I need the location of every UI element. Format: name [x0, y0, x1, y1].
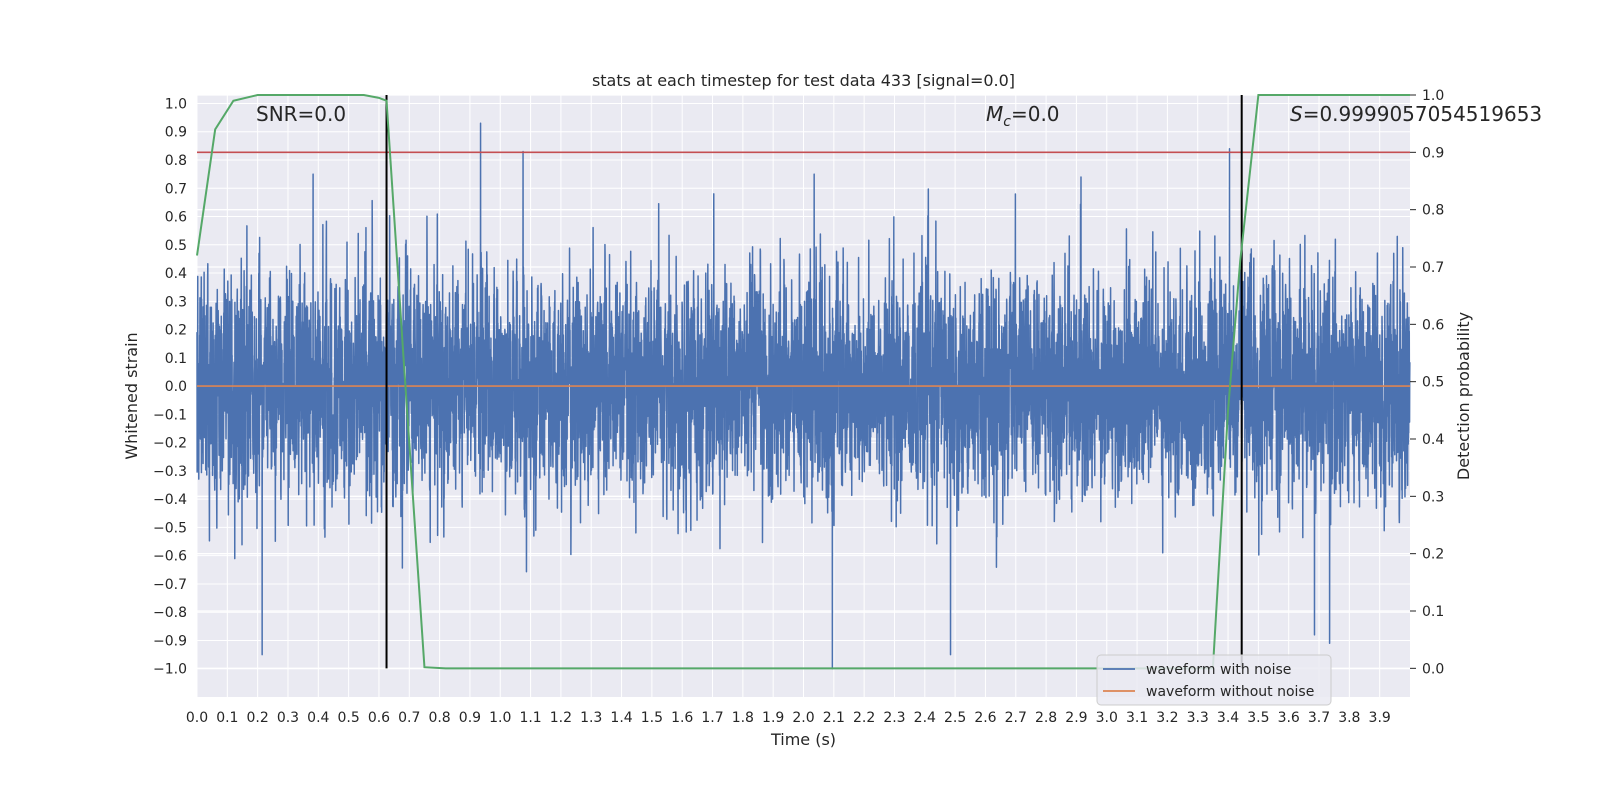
noise-waveform — [196, 122, 1411, 670]
y-tick-label: 0.2 — [165, 323, 187, 339]
series-detection-probability — [196, 94, 1410, 670]
x-axis-label: Time (s) — [770, 730, 836, 749]
y-tick-label: 0.4 — [165, 266, 187, 282]
x-tick-label: 1.1 — [519, 710, 541, 726]
x-tick-label: 2.5 — [944, 710, 966, 726]
x-tick-label: 2.0 — [792, 710, 814, 726]
x-tick-label: 0.7 — [398, 710, 420, 726]
legend-label-noise: waveform with noise — [1146, 662, 1291, 678]
x-tick-label: 1.9 — [762, 710, 784, 726]
y-tick-label: −0.4 — [153, 492, 187, 508]
y2-tick-label: 0.8 — [1422, 203, 1444, 219]
x-tick-label: 0.1 — [216, 710, 238, 726]
y-tick-label: 0.1 — [165, 351, 187, 367]
x-tick-label: 2.4 — [914, 710, 936, 726]
y-axis-label: Whitened strain — [122, 332, 141, 459]
x-tick-label: 3.8 — [1338, 710, 1360, 726]
s-value: =0.999905705451965​3 — [1303, 102, 1542, 126]
y-tick-label: 0.3 — [165, 294, 187, 310]
y2-tick-label: 0.7 — [1422, 260, 1444, 276]
x-tick-label: 3.0 — [1096, 710, 1118, 726]
y2-tick-label: 0.3 — [1422, 489, 1444, 505]
y-tick-label: −0.5 — [153, 520, 187, 536]
x-tick-label: 2.8 — [1035, 710, 1057, 726]
y-tick-label: −0.6 — [153, 549, 187, 565]
y-tick-label: −0.8 — [153, 605, 187, 621]
y-tick-label: −0.1 — [153, 407, 187, 423]
x-tick-label: 1.4 — [610, 710, 632, 726]
legend-label-clean: waveform without noise — [1146, 684, 1314, 700]
x-tick-label: 2.2 — [853, 710, 875, 726]
x-tick-label: 1.8 — [732, 710, 754, 726]
y2-tick-label: 0.9 — [1422, 145, 1444, 161]
x-tick-label: 3.5 — [1247, 710, 1269, 726]
mc-value: =0.0 — [1011, 102, 1060, 126]
x-tick-label: 3.6 — [1278, 710, 1300, 726]
y-tick-label: 0.6 — [165, 210, 187, 226]
x-tick-label: 0.5 — [337, 710, 359, 726]
x-tick-label: 0.3 — [277, 710, 299, 726]
x-tick-label: 2.6 — [974, 710, 996, 726]
y2-tick-label: 0.1 — [1422, 604, 1444, 620]
s-annotation: S=0.999905705451965​3 — [1290, 102, 1542, 126]
y2-tick-label: 1.0 — [1422, 88, 1444, 104]
y2-tick-label: 0.0 — [1422, 661, 1444, 677]
x-tick-label: 0.9 — [459, 710, 481, 726]
y2-axis-ticks: 1.0 0.9 0.8 0.7 0.6 0.5 0.4 0.3 0.2 0.1 0.0 — [1410, 88, 1444, 677]
s-symbol: S — [1290, 102, 1303, 126]
y-tick-label: 0.8 — [165, 153, 187, 169]
y-tick-label: 0.7 — [165, 181, 187, 197]
y-tick-label: 0.9 — [165, 125, 187, 141]
series-waveform-with-noise — [196, 122, 1411, 670]
y2-tick-label: 0.5 — [1422, 375, 1444, 391]
x-tick-label: 1.6 — [671, 710, 693, 726]
x-tick-label: 3.3 — [1187, 710, 1209, 726]
x-tick-label: 0.4 — [307, 710, 329, 726]
y-tick-label: 0.0 — [165, 379, 187, 395]
snr-annotation: SNR=0.0 — [256, 102, 346, 126]
y-tick-label: −0.3 — [153, 464, 187, 480]
y2-tick-label: 0.6 — [1422, 317, 1444, 333]
x-tick-label: 1.2 — [550, 710, 572, 726]
x-tick-label: 2.9 — [1065, 710, 1087, 726]
lines-layer — [196, 94, 1410, 670]
x-axis-ticks: 0.0 0.1 0.2 0.3 0.4 0.5 0.6 0.7 0.8 0.9 1.0 1.1 1.2 1… — [186, 710, 1391, 726]
legend-box — [1096, 654, 1332, 706]
x-tick-label: 2.1 — [823, 710, 845, 726]
y2-axis-label: Detection probability — [1454, 312, 1473, 480]
y-tick-label: −0.7 — [153, 577, 187, 593]
x-tick-label: 0.0 — [186, 710, 208, 726]
x-tick-label: 1.0 — [489, 710, 511, 726]
y-tick-label: 1.0 — [165, 96, 187, 112]
mc-annotation: Mc=0.0 — [986, 102, 1060, 130]
x-tick-label: 2.7 — [1005, 710, 1027, 726]
x-tick-label: 3.2 — [1156, 710, 1178, 726]
x-tick-label: 3.7 — [1308, 710, 1330, 726]
x-tick-label: 3.1 — [1126, 710, 1148, 726]
y2-tick-label: 0.4 — [1422, 432, 1444, 448]
x-tick-label: 2.3 — [883, 710, 905, 726]
legend: waveform with noise waveform without noi… — [1096, 654, 1332, 706]
y-axis-ticks: 1.0 0.9 0.8 0.7 0.6 0.5 0.4 0.3 0.2 0.1 0.0 −0.1 −0.… — [153, 96, 187, 677]
x-tick-label: 3.9 — [1369, 710, 1391, 726]
y-tick-label: −1.0 — [153, 662, 187, 678]
y-tick-label: −0.2 — [153, 436, 187, 452]
y-tick-label: −0.9 — [153, 633, 187, 649]
y2-tick-label: 0.2 — [1422, 547, 1444, 563]
y-tick-label: 0.5 — [165, 238, 187, 254]
x-tick-label: 1.7 — [701, 710, 723, 726]
mc-symbol: M — [986, 102, 1003, 126]
x-tick-label: 1.5 — [641, 710, 663, 726]
x-tick-label: 3.4 — [1217, 710, 1239, 726]
x-tick-label: 0.6 — [368, 710, 390, 726]
chart-title: stats at each timestep for test data 433… — [592, 71, 1015, 90]
mc-subscript: c — [1003, 114, 1011, 130]
x-tick-label: 1.3 — [580, 710, 602, 726]
x-tick-label: 0.2 — [247, 710, 269, 726]
x-tick-label: 0.8 — [428, 710, 450, 726]
